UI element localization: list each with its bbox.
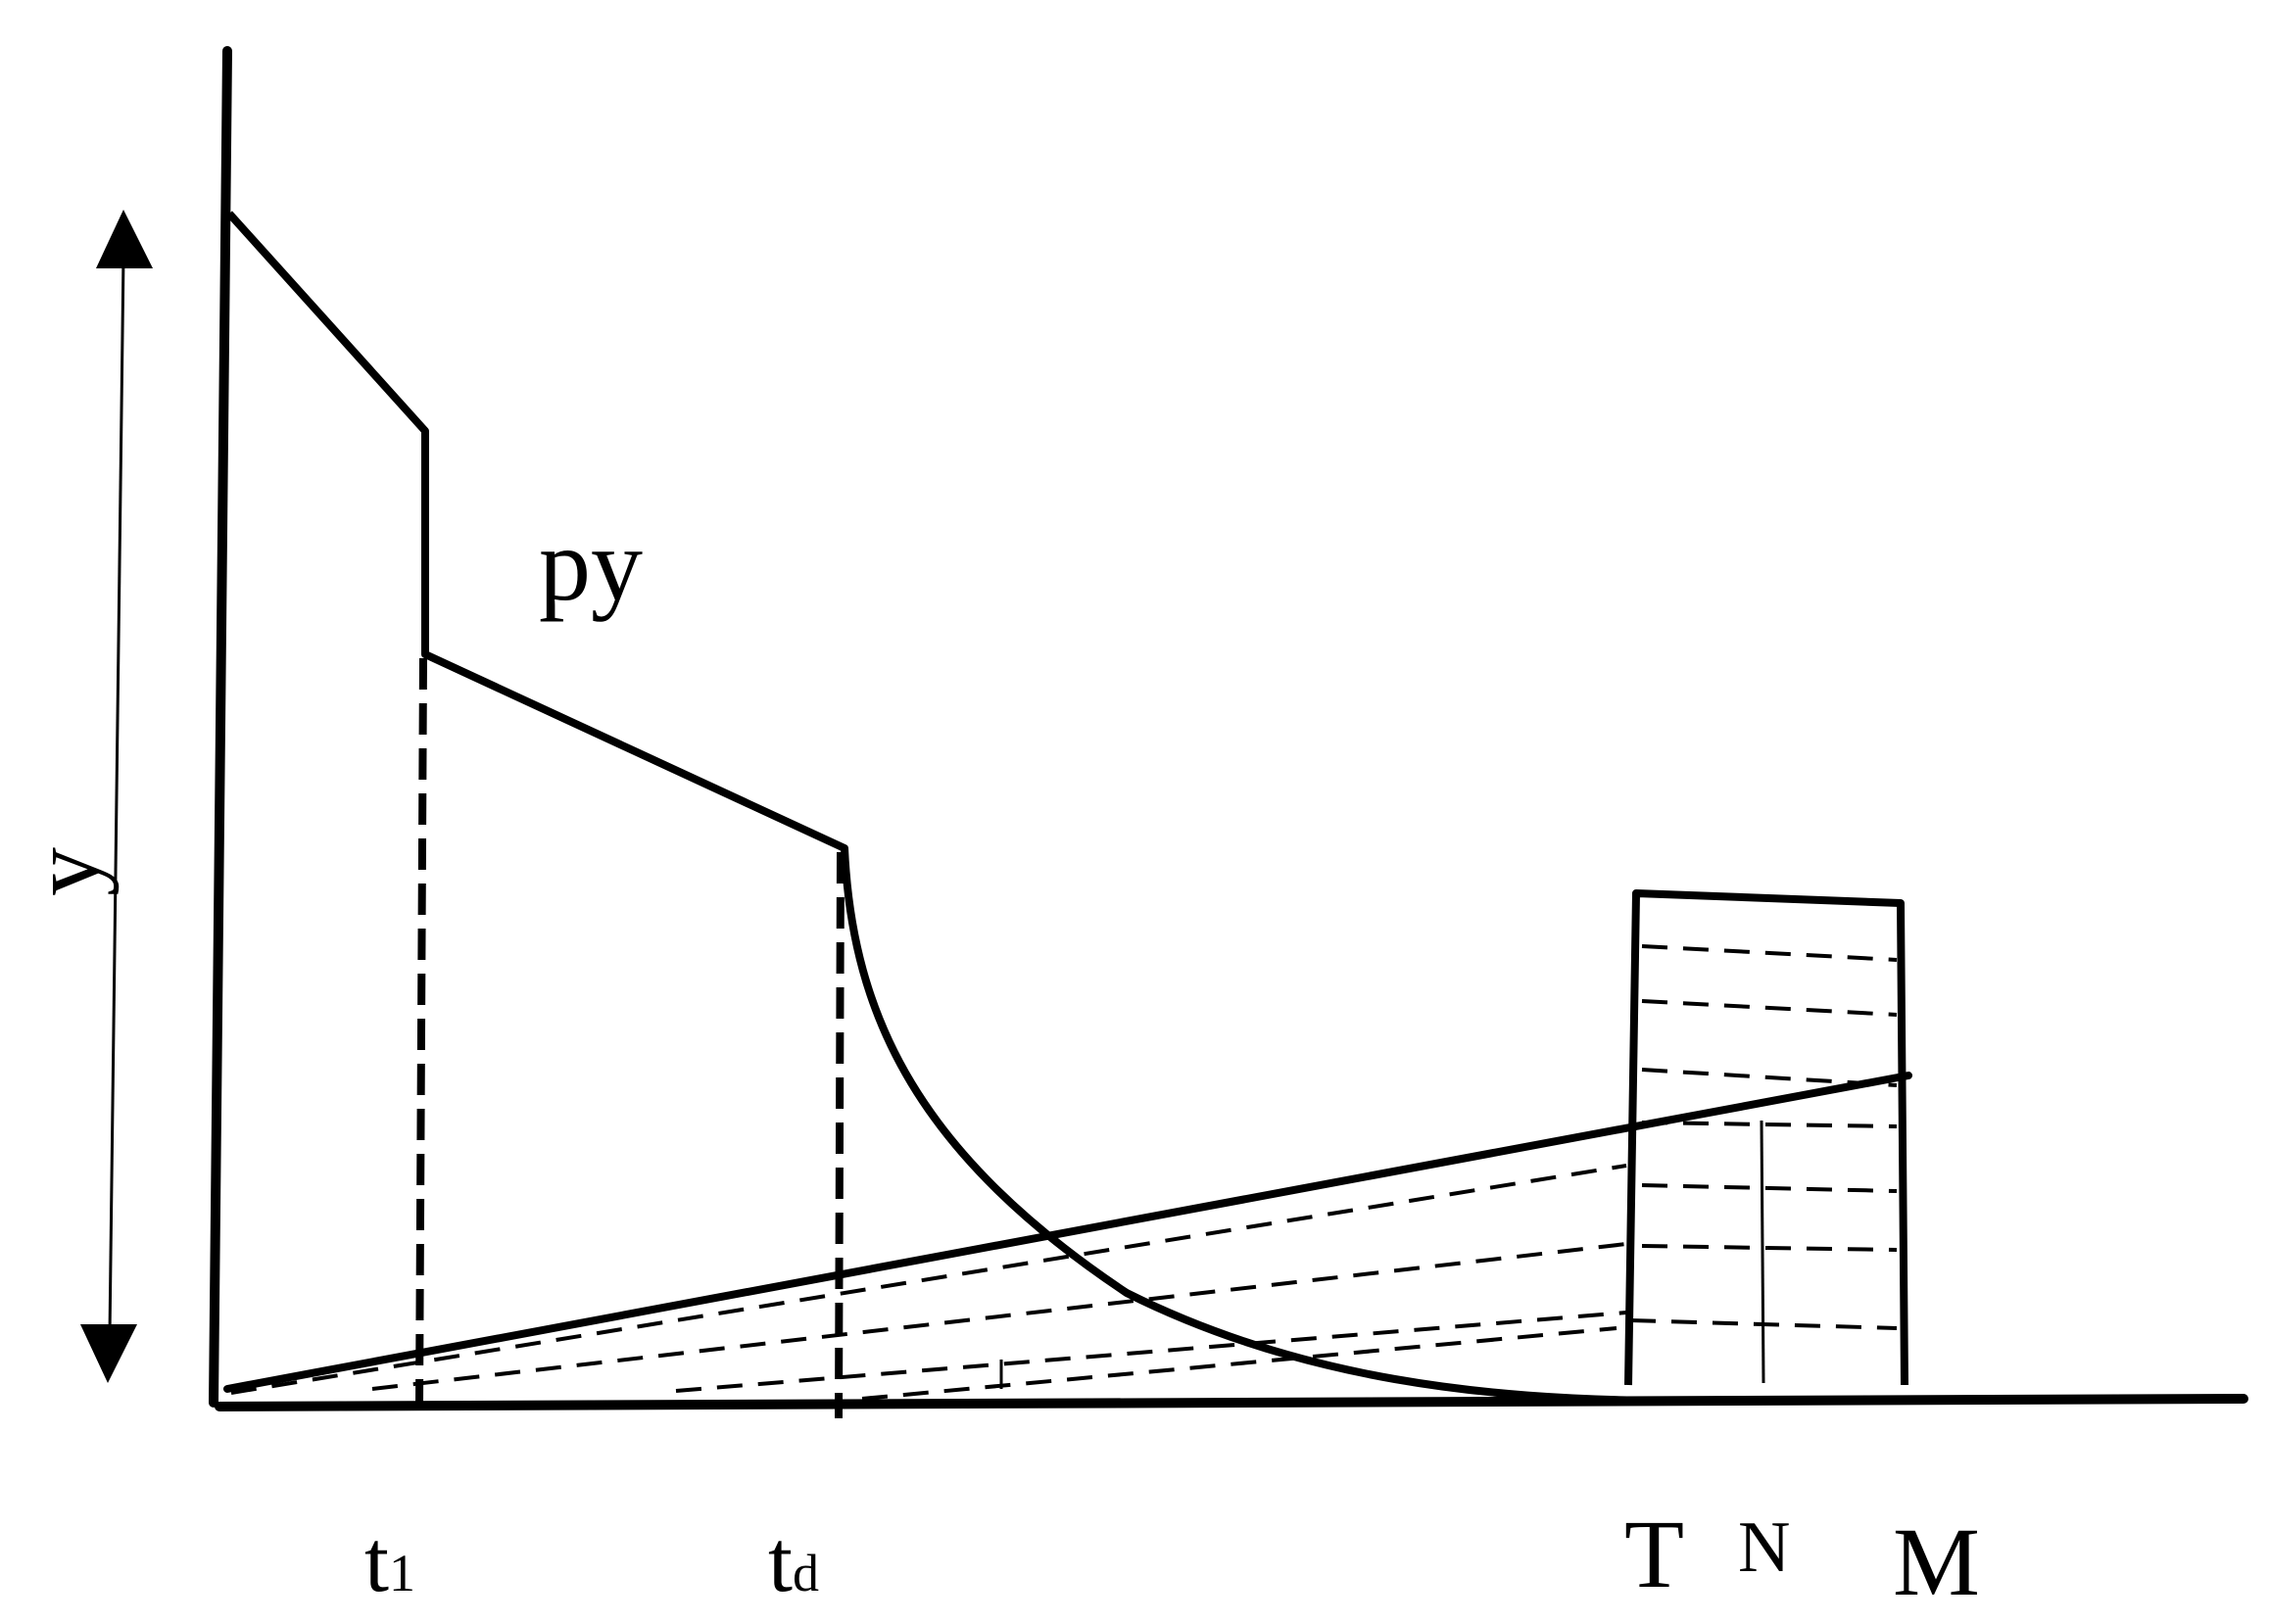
horizontal-axis (215, 1394, 2248, 1411)
arrowhead-down (80, 1324, 137, 1383)
building-dashed-lines (1629, 944, 1898, 1330)
t1-dashed-line (415, 657, 427, 1408)
td-label: td (768, 1513, 819, 1610)
M-label: M (1893, 1507, 1980, 1616)
curve-label-py: py (539, 507, 643, 622)
y-axis-label: y (11, 847, 120, 896)
sloped-line (223, 1072, 1912, 1393)
building-outline (1624, 889, 1908, 1386)
pressure-curve-py (226, 211, 1657, 1405)
y-dimension-arrow (80, 210, 153, 1383)
T-label: T (1624, 1500, 1684, 1608)
vertical-axis (209, 46, 232, 1408)
N-label: N (1738, 1507, 1790, 1588)
td-dashed-line (835, 851, 845, 1419)
n-marker-line (1760, 1120, 1765, 1384)
arrowhead-up (96, 210, 153, 268)
t1-label: t1 (364, 1513, 415, 1610)
dashed-hatching-lines (230, 1164, 1627, 1401)
